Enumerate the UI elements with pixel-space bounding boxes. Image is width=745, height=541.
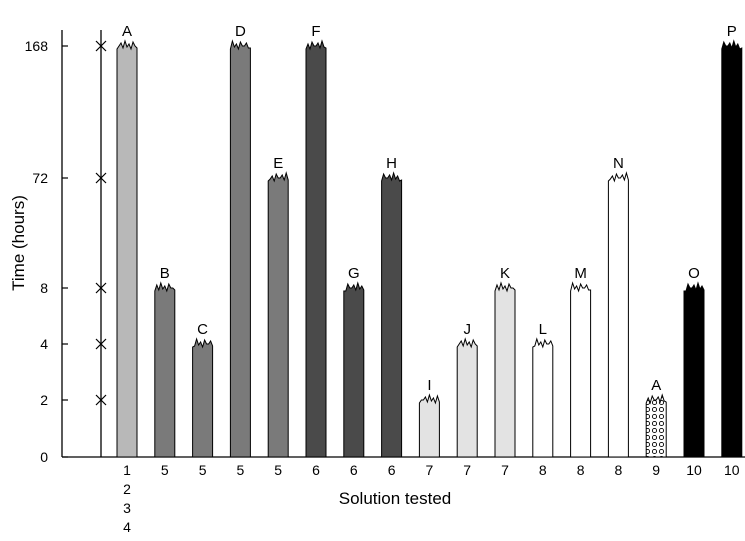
- x-tick-label-stacked: 4: [123, 519, 131, 535]
- bar-letter-label: M: [574, 265, 587, 282]
- bar-letter-label: B: [160, 265, 170, 282]
- bar: [456, 337, 478, 458]
- bar: [267, 171, 289, 458]
- x-tick-label: 10: [724, 462, 740, 478]
- y-axis-title: Time (hours): [9, 195, 28, 291]
- x-marker: [95, 172, 107, 184]
- bar: [721, 39, 743, 458]
- bar-labels: A B C D E F G H I J K L M N A O P: [122, 23, 737, 394]
- bar-letter-label: A: [122, 23, 132, 40]
- bar-letter-label: P: [727, 23, 737, 40]
- x-tick-label-stacked: 3: [123, 500, 131, 516]
- bar-letter-label: N: [613, 155, 624, 172]
- bar: [343, 281, 365, 458]
- bar-letter-label: O: [688, 265, 700, 282]
- x-tick-label: 6: [312, 462, 320, 478]
- x-tick-label: 5: [161, 462, 169, 478]
- x-tick-label: 7: [501, 462, 509, 478]
- bar-letter-label: L: [539, 321, 547, 338]
- x-tick-label: 7: [426, 462, 434, 478]
- y-ticks: 0 2 4 8 72 168: [25, 38, 68, 465]
- bar-letter-label: F: [311, 23, 320, 40]
- x-tick-label: 8: [539, 462, 547, 478]
- x-marker: [95, 40, 107, 52]
- y-axis-marks: [95, 40, 107, 406]
- bar: [229, 39, 251, 458]
- bar-letter-label: C: [197, 321, 208, 338]
- x-tick-label: 10: [686, 462, 702, 478]
- x-tick-label: 5: [237, 462, 245, 478]
- x-ticks: 1 5 5 5 5 6 6 6 7 7 7 8 8 8 9 10 10 2 3 4: [123, 462, 740, 535]
- bar: [116, 39, 138, 458]
- x-tick-label: 5: [199, 462, 207, 478]
- bar: [192, 337, 214, 458]
- x-tick-label: 6: [388, 462, 396, 478]
- bar-letter-label: A: [651, 377, 661, 394]
- x-marker: [95, 338, 107, 350]
- x-tick-label: 5: [274, 462, 282, 478]
- x-tick-label: 8: [577, 462, 585, 478]
- bar: [570, 281, 592, 458]
- x-tick-label: 7: [463, 462, 471, 478]
- bar-letter-label: I: [427, 377, 431, 394]
- y-tick-label: 168: [25, 38, 49, 54]
- bar-letter-label: H: [386, 155, 397, 172]
- bar: [645, 393, 667, 458]
- y-tick-label: 2: [40, 392, 48, 408]
- bar-letter-label: J: [463, 321, 471, 338]
- bar: [305, 39, 327, 458]
- bar-letter-label: G: [348, 265, 360, 282]
- y-tick-label: 0: [40, 449, 48, 465]
- x-tick-label: 6: [350, 462, 358, 478]
- bar: [418, 393, 440, 458]
- bar-letter-label: K: [500, 265, 510, 282]
- x-tick-label: 9: [652, 462, 660, 478]
- bar: [381, 171, 403, 458]
- x-tick-label: 8: [615, 462, 623, 478]
- bar: [607, 171, 629, 458]
- y-tick-label: 8: [40, 280, 48, 296]
- y-tick-label: 4: [40, 336, 48, 352]
- bar: [683, 281, 705, 458]
- x-axis-title: Solution tested: [339, 489, 451, 508]
- x-marker: [95, 394, 107, 406]
- bar: [532, 337, 554, 458]
- bar-letter-label: E: [273, 155, 283, 172]
- y-tick-label: 72: [32, 170, 48, 186]
- bar: [494, 281, 516, 458]
- bar-letter-label: D: [235, 23, 246, 40]
- x-marker: [95, 282, 107, 294]
- bars: [116, 39, 743, 458]
- bar: [154, 281, 176, 458]
- x-tick-label-stacked: 2: [123, 481, 131, 497]
- x-tick-label: 1: [123, 462, 131, 478]
